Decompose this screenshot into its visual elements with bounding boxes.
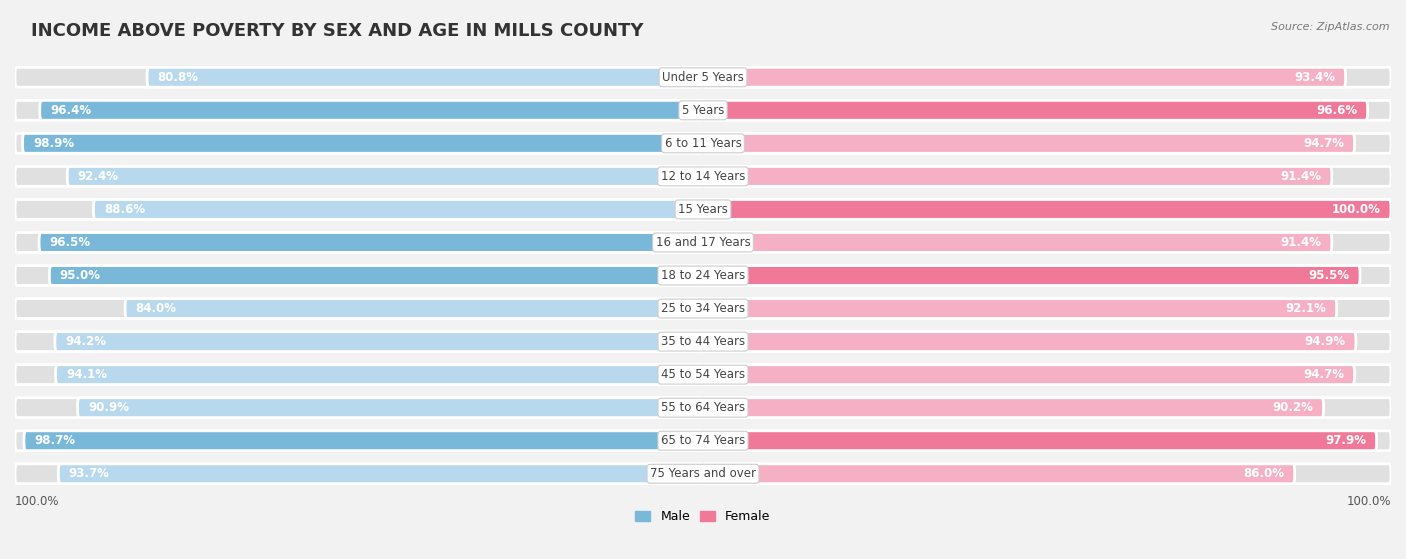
FancyBboxPatch shape	[49, 266, 703, 286]
FancyBboxPatch shape	[15, 431, 703, 451]
Text: 95.0%: 95.0%	[59, 269, 101, 282]
Text: 80.8%: 80.8%	[157, 71, 198, 84]
FancyBboxPatch shape	[703, 431, 1376, 451]
FancyBboxPatch shape	[703, 67, 1346, 87]
FancyBboxPatch shape	[703, 167, 1331, 186]
FancyBboxPatch shape	[15, 233, 703, 252]
Text: 92.4%: 92.4%	[77, 170, 118, 183]
Text: 100.0%: 100.0%	[1347, 495, 1391, 508]
FancyBboxPatch shape	[703, 266, 1391, 286]
Text: 94.7%: 94.7%	[1303, 368, 1344, 381]
FancyBboxPatch shape	[93, 200, 703, 219]
FancyBboxPatch shape	[15, 67, 703, 87]
FancyBboxPatch shape	[703, 101, 1368, 120]
Text: 55 to 64 Years: 55 to 64 Years	[661, 401, 745, 414]
Text: 91.4%: 91.4%	[1281, 236, 1322, 249]
Text: 94.2%: 94.2%	[65, 335, 107, 348]
Text: 96.5%: 96.5%	[49, 236, 90, 249]
FancyBboxPatch shape	[703, 167, 1391, 186]
Text: 91.4%: 91.4%	[1281, 170, 1322, 183]
FancyBboxPatch shape	[703, 233, 1391, 252]
FancyBboxPatch shape	[703, 299, 1337, 319]
Text: 92.1%: 92.1%	[1285, 302, 1326, 315]
FancyBboxPatch shape	[15, 398, 703, 418]
Text: 75 Years and over: 75 Years and over	[650, 467, 756, 480]
Text: 95.5%: 95.5%	[1309, 269, 1350, 282]
FancyBboxPatch shape	[15, 167, 703, 186]
FancyBboxPatch shape	[703, 200, 1391, 219]
FancyBboxPatch shape	[15, 134, 703, 153]
Text: 12 to 14 Years: 12 to 14 Years	[661, 170, 745, 183]
FancyBboxPatch shape	[55, 331, 703, 352]
FancyBboxPatch shape	[15, 200, 703, 219]
Text: 90.2%: 90.2%	[1272, 401, 1313, 414]
FancyBboxPatch shape	[15, 299, 703, 319]
Text: Under 5 Years: Under 5 Years	[662, 71, 744, 84]
FancyBboxPatch shape	[77, 398, 703, 418]
Text: 15 Years: 15 Years	[678, 203, 728, 216]
Text: 93.7%: 93.7%	[69, 467, 110, 480]
Text: 100.0%: 100.0%	[1331, 203, 1381, 216]
FancyBboxPatch shape	[703, 331, 1391, 352]
FancyBboxPatch shape	[703, 331, 1355, 352]
Text: 18 to 24 Years: 18 to 24 Years	[661, 269, 745, 282]
Legend: Male, Female: Male, Female	[630, 505, 776, 528]
Text: 86.0%: 86.0%	[1243, 467, 1284, 480]
FancyBboxPatch shape	[703, 299, 1391, 319]
FancyBboxPatch shape	[703, 200, 1391, 219]
Text: 96.4%: 96.4%	[51, 104, 91, 117]
FancyBboxPatch shape	[703, 134, 1354, 153]
FancyBboxPatch shape	[703, 101, 1391, 120]
Text: 16 and 17 Years: 16 and 17 Years	[655, 236, 751, 249]
FancyBboxPatch shape	[15, 101, 703, 120]
Text: 96.6%: 96.6%	[1316, 104, 1357, 117]
FancyBboxPatch shape	[703, 398, 1391, 418]
Text: 88.6%: 88.6%	[104, 203, 145, 216]
Text: 25 to 34 Years: 25 to 34 Years	[661, 302, 745, 315]
FancyBboxPatch shape	[39, 233, 703, 252]
FancyBboxPatch shape	[67, 167, 703, 186]
FancyBboxPatch shape	[703, 464, 1295, 484]
FancyBboxPatch shape	[125, 299, 703, 319]
FancyBboxPatch shape	[15, 464, 703, 484]
FancyBboxPatch shape	[703, 266, 1360, 286]
Text: INCOME ABOVE POVERTY BY SEX AND AGE IN MILLS COUNTY: INCOME ABOVE POVERTY BY SEX AND AGE IN M…	[31, 22, 644, 40]
FancyBboxPatch shape	[703, 364, 1391, 385]
FancyBboxPatch shape	[15, 266, 703, 286]
Text: 5 Years: 5 Years	[682, 104, 724, 117]
FancyBboxPatch shape	[703, 134, 1391, 153]
FancyBboxPatch shape	[703, 431, 1391, 451]
Text: 94.9%: 94.9%	[1305, 335, 1346, 348]
Text: 6 to 11 Years: 6 to 11 Years	[665, 137, 741, 150]
FancyBboxPatch shape	[703, 67, 1391, 87]
Text: 93.4%: 93.4%	[1295, 71, 1336, 84]
FancyBboxPatch shape	[703, 398, 1323, 418]
Text: 90.9%: 90.9%	[89, 401, 129, 414]
FancyBboxPatch shape	[703, 464, 1391, 484]
Text: 94.7%: 94.7%	[1303, 137, 1344, 150]
FancyBboxPatch shape	[22, 134, 703, 153]
FancyBboxPatch shape	[703, 364, 1354, 385]
Text: 65 to 74 Years: 65 to 74 Years	[661, 434, 745, 447]
Text: 84.0%: 84.0%	[135, 302, 176, 315]
FancyBboxPatch shape	[24, 431, 703, 451]
FancyBboxPatch shape	[56, 364, 703, 385]
Text: 94.1%: 94.1%	[66, 368, 107, 381]
Text: 98.9%: 98.9%	[32, 137, 75, 150]
Text: 100.0%: 100.0%	[15, 495, 59, 508]
FancyBboxPatch shape	[703, 233, 1331, 252]
Text: Source: ZipAtlas.com: Source: ZipAtlas.com	[1271, 22, 1389, 32]
FancyBboxPatch shape	[15, 364, 703, 385]
Text: 45 to 54 Years: 45 to 54 Years	[661, 368, 745, 381]
Text: 98.7%: 98.7%	[34, 434, 76, 447]
FancyBboxPatch shape	[39, 101, 703, 120]
Text: 97.9%: 97.9%	[1326, 434, 1367, 447]
FancyBboxPatch shape	[58, 464, 703, 484]
Text: 35 to 44 Years: 35 to 44 Years	[661, 335, 745, 348]
FancyBboxPatch shape	[148, 67, 703, 87]
FancyBboxPatch shape	[15, 331, 703, 352]
